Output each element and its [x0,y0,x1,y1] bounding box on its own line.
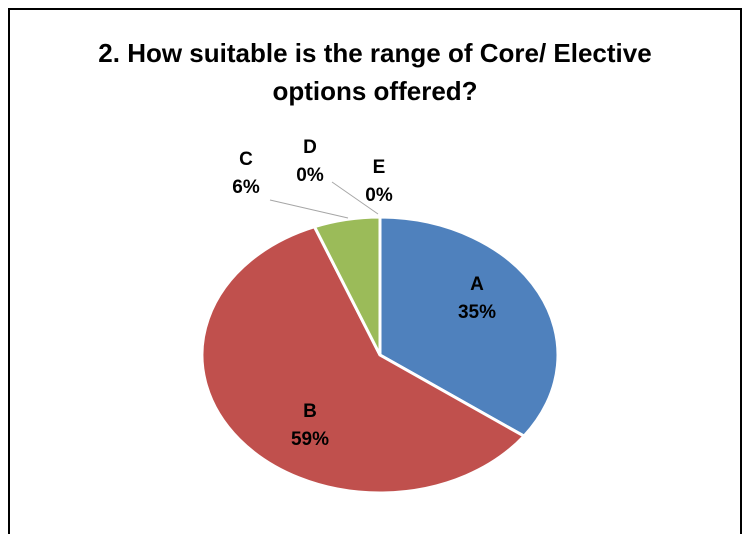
slice-category-label: B [303,401,317,422]
chart-border [8,8,742,534]
slice-value-label: 0% [296,165,324,186]
slice-category-label: E [373,157,386,178]
leader-line [331,181,379,215]
slice-category-label: D [303,137,317,158]
slice-category-label: A [470,274,484,295]
slice-value-label: 6% [232,177,260,198]
slice-value-label: 35% [458,302,496,323]
slice-value-label: 0% [365,185,393,206]
pie-slice [378,215,560,438]
chart-title: 2. How suitable is the range of Core/ El… [98,38,652,106]
pie-slice [200,224,527,495]
leader-line [269,199,349,219]
slice-category-label: C [239,149,253,170]
slice-value-label: 59% [291,429,329,450]
